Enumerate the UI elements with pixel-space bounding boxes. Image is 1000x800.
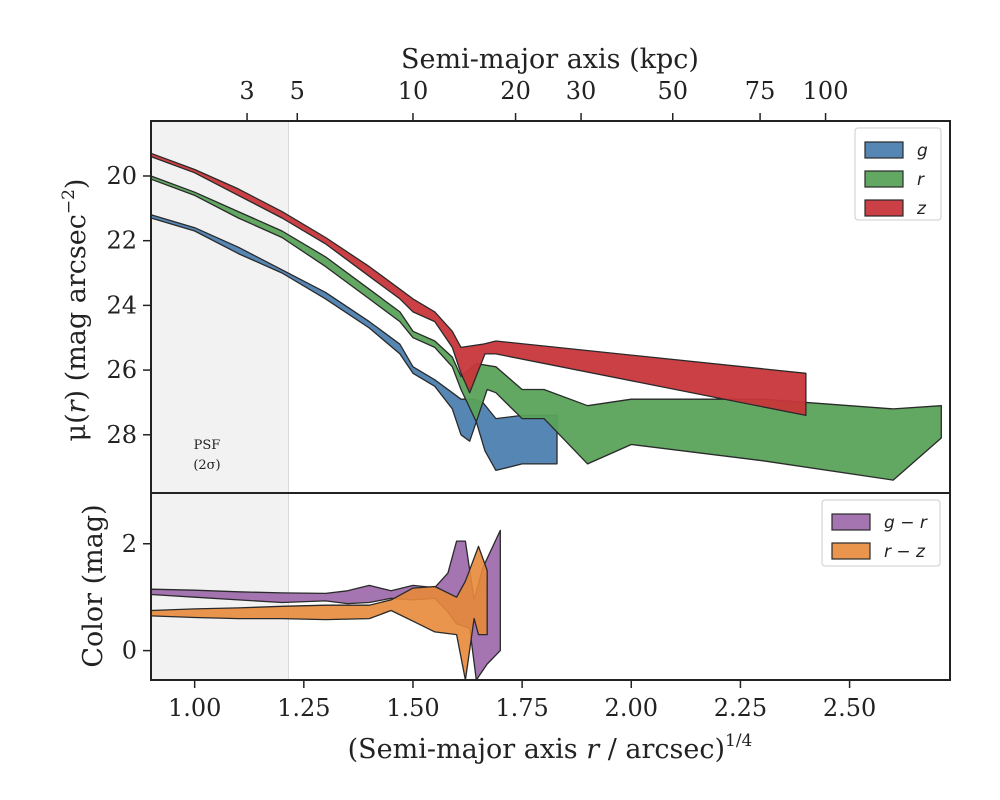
top-ytick-label-28: 28 <box>106 421 137 449</box>
bottom-legend-label-1: r − z <box>884 542 926 562</box>
top-xaxis-title: Semi-major axis (kpc) <box>401 44 699 75</box>
bottom-legend: g − r r − z <box>821 499 941 567</box>
top-legend-label-2: z <box>916 199 927 219</box>
bottom-yaxis-title: Color (mag) <box>78 504 109 667</box>
bottom-xaxis-ticks: 1.00 1.25 1.50 1.75 2.00 2.25 2.50 <box>168 680 876 722</box>
bottom-xtick-label-6: 2.50 <box>823 694 876 722</box>
top-panel: PSF (2σ) 20 22 24 26 28 3 5 10 20 30 50 75 100 grz <box>106 77 951 494</box>
bottom-xtick-label-4: 2.00 <box>605 694 658 722</box>
bottom-series-band-0 <box>150 529 501 681</box>
top-series-group <box>150 152 942 481</box>
bottom-axes-frame <box>150 492 951 681</box>
bottom-legend-swatch-0 <box>831 513 871 531</box>
top-legend-label-1: r <box>917 170 925 190</box>
psf-label-line1: PSF <box>194 438 221 453</box>
top-legend-swatch-1 <box>864 170 904 188</box>
bottom-xtick-label-3: 1.75 <box>495 694 548 722</box>
bottom-ytick-label-2: 2 <box>122 530 137 558</box>
bottom-psf-region <box>150 492 290 681</box>
top-series-band-0 <box>150 214 558 472</box>
top-xtick-label-5: 5 <box>290 77 305 105</box>
bottom-xtick-label-2: 1.50 <box>386 694 439 722</box>
bottom-legend-swatch-1 <box>831 542 871 560</box>
top-yaxis-title: μ(r) (mag arcsec−2) <box>59 179 92 442</box>
top-xtick-label-3: 3 <box>239 77 254 105</box>
top-legend-swatch-0 <box>864 141 904 159</box>
bottom-panel: 02 1.00 1.25 1.50 1.75 2.00 2.25 2.50 g − rr −… <box>122 492 951 722</box>
top-xtick-label-75: 75 <box>745 77 776 105</box>
top-xtick-label-30: 30 <box>566 77 597 105</box>
bottom-ytick-label-0: 0 <box>122 637 137 665</box>
top-ytick-label-26: 26 <box>106 356 137 384</box>
top-legend-label-0: g <box>917 141 928 161</box>
top-ytick-label-24: 24 <box>106 291 137 319</box>
top-yaxis-ticks: 20 22 24 26 28 <box>106 162 151 449</box>
bottom-xaxis-title: (Semi-major axis r / arcsec)1/4 <box>348 731 753 765</box>
top-xtick-label-10: 10 <box>398 77 429 105</box>
top-xtick-label-100: 100 <box>803 77 849 105</box>
psf-label-line2: (2σ) <box>193 458 220 473</box>
bottom-series-group <box>150 529 501 681</box>
bottom-xtick-label-1: 1.25 <box>277 694 330 722</box>
top-xaxis-ticks: 3 5 10 20 30 50 75 100 <box>239 77 848 121</box>
top-legend: grz <box>854 127 942 221</box>
top-series-band-2 <box>150 152 807 417</box>
bottom-yaxis-ticks: 02 <box>122 530 151 665</box>
top-xtick-label-20: 20 <box>500 77 531 105</box>
bottom-legend-label-0: g − r <box>884 513 928 533</box>
top-series-band-1 <box>150 175 942 481</box>
bottom-series-band-1 <box>150 545 488 681</box>
top-ytick-label-20: 20 <box>106 162 137 190</box>
top-ytick-label-22: 22 <box>106 227 137 255</box>
top-legend-swatch-2 <box>864 199 904 217</box>
bottom-xtick-label-5: 2.25 <box>714 694 767 722</box>
bottom-xtick-label-0: 1.00 <box>168 694 221 722</box>
top-xtick-label-50: 50 <box>657 77 688 105</box>
